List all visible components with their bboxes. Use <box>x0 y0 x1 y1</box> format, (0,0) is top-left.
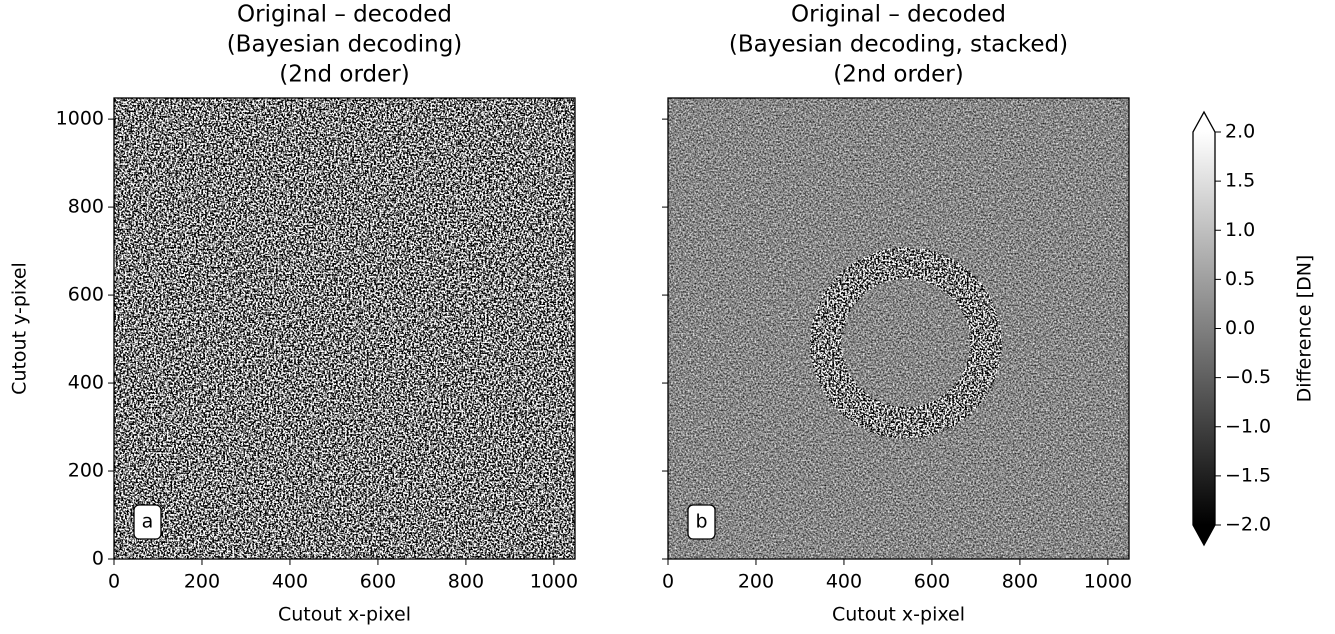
panel-label-box <box>687 504 716 540</box>
x-tick-label: 800 <box>1002 571 1038 593</box>
y-axis-label: Cutout y-pixel <box>9 262 31 395</box>
colorbar-tick-label: −2.0 <box>1225 514 1271 536</box>
colorbar-tick-label: 2.0 <box>1225 121 1255 143</box>
y-tick-label: 0 <box>92 548 104 570</box>
chart-title: Original – decoded <box>791 2 1006 28</box>
y-tick-label: 400 <box>68 372 104 394</box>
x-axis-label: Cutout x-pixel <box>832 604 965 626</box>
chart-title: (Bayesian decoding) <box>227 32 463 58</box>
x-tick-label: 400 <box>826 571 862 593</box>
panel-label: b <box>695 511 707 533</box>
colorbar-extend-max <box>1193 112 1215 132</box>
chart-title: (2nd order) <box>833 62 963 88</box>
y-tick-label: 200 <box>68 460 104 482</box>
plot-frame <box>667 97 1130 560</box>
x-tick-label: 600 <box>360 571 396 593</box>
x-tick-label: 400 <box>272 571 308 593</box>
colorbar <box>1193 132 1215 525</box>
chart-title: Original – decoded <box>237 2 452 28</box>
x-tick-label: 600 <box>914 571 950 593</box>
chart-title: (Bayesian decoding, stacked) <box>729 32 1068 58</box>
colorbar-tick-label: 0.0 <box>1225 317 1255 339</box>
image-ring <box>668 98 1129 559</box>
colorbar-tick-label: 1.0 <box>1225 219 1255 241</box>
x-tick-label: 1000 <box>530 571 578 593</box>
plot-frame <box>113 97 576 560</box>
colorbar-label: Difference [DN] <box>1294 255 1316 403</box>
x-tick-label: 800 <box>448 571 484 593</box>
colorbar-tick-label: 1.5 <box>1225 170 1255 192</box>
x-tick-label: 0 <box>108 571 120 593</box>
panel-label: a <box>142 511 154 533</box>
panel-label-box <box>133 504 162 540</box>
y-tick-label: 800 <box>68 196 104 218</box>
x-tick-label: 0 <box>662 571 674 593</box>
x-tick-label: 200 <box>184 571 220 593</box>
image <box>114 98 575 559</box>
colorbar-extend-min <box>1193 525 1215 545</box>
colorbar-tick-label: 0.5 <box>1225 268 1255 290</box>
y-tick-label: 600 <box>68 284 104 306</box>
colorbar-tick-label: −1.5 <box>1225 464 1271 486</box>
chart-title: (2nd order) <box>279 62 409 88</box>
colorbar-tick-label: −1.0 <box>1225 415 1271 437</box>
x-axis-label: Cutout x-pixel <box>278 604 411 626</box>
colorbar-tick-label: −0.5 <box>1225 366 1271 388</box>
x-tick-label: 200 <box>738 571 774 593</box>
y-tick-label: 1000 <box>56 108 104 130</box>
x-tick-label: 1000 <box>1084 571 1132 593</box>
